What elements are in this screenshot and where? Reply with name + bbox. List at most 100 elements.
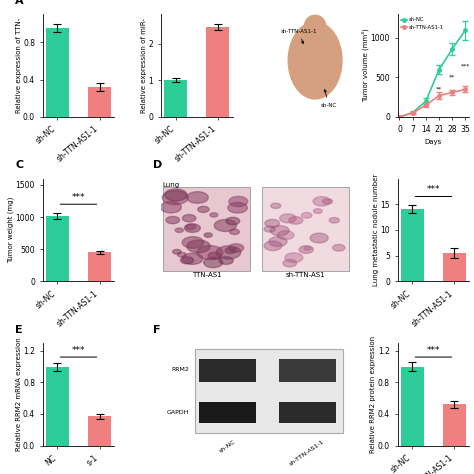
Circle shape — [228, 202, 247, 213]
Line: sh-NC: sh-NC — [398, 28, 467, 118]
Y-axis label: Relative RRM2 mRNA expression: Relative RRM2 mRNA expression — [16, 337, 21, 451]
Text: F: F — [154, 325, 161, 335]
Text: ***: *** — [461, 64, 470, 68]
Y-axis label: Lung metastatic nodule number: Lung metastatic nodule number — [373, 174, 379, 286]
Circle shape — [280, 214, 296, 223]
sh-NC — [423, 98, 428, 104]
Circle shape — [208, 252, 221, 259]
Circle shape — [162, 191, 188, 205]
Circle shape — [229, 196, 248, 207]
Ellipse shape — [304, 15, 326, 38]
Bar — [206, 27, 229, 117]
Text: Lung: Lung — [163, 182, 180, 188]
sh-NC — [410, 110, 416, 116]
Bar — [401, 366, 424, 446]
Circle shape — [313, 197, 330, 206]
Bar — [88, 416, 111, 446]
Line: sh-TTN-AS1-1: sh-TTN-AS1-1 — [398, 88, 467, 118]
Circle shape — [182, 253, 203, 264]
sh-NC — [463, 27, 468, 33]
Text: E: E — [16, 325, 23, 335]
Bar — [443, 404, 466, 446]
Bar — [164, 80, 187, 117]
Circle shape — [264, 226, 275, 232]
Circle shape — [277, 231, 294, 240]
sh-TTN-AS1-1 — [463, 86, 468, 92]
Bar — [443, 253, 466, 281]
Text: ***: *** — [72, 193, 85, 202]
Circle shape — [304, 246, 311, 250]
Circle shape — [333, 245, 345, 251]
Text: ***: *** — [72, 346, 85, 356]
Circle shape — [228, 244, 244, 252]
Circle shape — [173, 249, 181, 254]
sh-TTN-AS1-1 — [449, 90, 455, 95]
Circle shape — [187, 240, 210, 253]
Circle shape — [160, 201, 182, 213]
Text: **: ** — [436, 86, 442, 91]
Circle shape — [198, 206, 209, 212]
sh-TTN-AS1-1 — [410, 110, 416, 116]
Circle shape — [214, 219, 237, 231]
Text: **: ** — [449, 74, 456, 80]
Circle shape — [299, 246, 313, 254]
Circle shape — [285, 253, 303, 263]
Circle shape — [219, 256, 233, 264]
Circle shape — [181, 257, 193, 264]
Text: sh-TTN-AS1: sh-TTN-AS1 — [285, 272, 325, 278]
sh-TTN-AS1-1 — [397, 114, 402, 120]
Circle shape — [265, 219, 280, 228]
sh-NC — [449, 46, 455, 52]
Circle shape — [182, 215, 196, 222]
Circle shape — [186, 224, 196, 229]
Text: C: C — [16, 160, 24, 170]
FancyBboxPatch shape — [195, 349, 343, 433]
Circle shape — [270, 226, 289, 236]
Ellipse shape — [288, 22, 342, 99]
Circle shape — [204, 257, 223, 268]
FancyBboxPatch shape — [279, 359, 336, 382]
Circle shape — [184, 224, 201, 232]
sh-NC — [436, 67, 442, 73]
Circle shape — [271, 203, 281, 209]
Text: sh-NC: sh-NC — [321, 90, 337, 108]
FancyBboxPatch shape — [262, 187, 349, 271]
Bar — [46, 28, 69, 117]
Y-axis label: Tumor weight (mg): Tumor weight (mg) — [8, 197, 14, 263]
sh-NC — [397, 114, 402, 120]
Y-axis label: Relative expression of miR-: Relative expression of miR- — [141, 18, 147, 113]
FancyBboxPatch shape — [279, 402, 336, 423]
Circle shape — [225, 247, 236, 254]
Text: ***: *** — [427, 185, 440, 194]
Bar — [88, 87, 111, 117]
Text: A: A — [16, 0, 24, 6]
sh-TTN-AS1-1 — [423, 102, 428, 108]
Text: D: D — [154, 160, 163, 170]
Circle shape — [210, 213, 218, 217]
Text: sh-TTN-AS1-1: sh-TTN-AS1-1 — [281, 29, 317, 44]
Text: RRM2: RRM2 — [172, 367, 190, 372]
Circle shape — [310, 233, 328, 243]
Circle shape — [164, 189, 187, 201]
Circle shape — [204, 233, 212, 237]
Text: GAPDH: GAPDH — [167, 410, 190, 415]
Text: sh-NC: sh-NC — [219, 439, 237, 454]
Bar — [88, 252, 111, 281]
Circle shape — [182, 237, 204, 248]
Y-axis label: Relative expression of TTN-: Relative expression of TTN- — [16, 18, 21, 113]
Legend: sh-NC, sh-TTN-AS1-1: sh-NC, sh-TTN-AS1-1 — [400, 17, 444, 30]
Circle shape — [264, 241, 282, 251]
Text: ***: *** — [427, 346, 440, 356]
Bar — [46, 366, 69, 446]
Circle shape — [323, 199, 333, 204]
Text: TTN-AS1: TTN-AS1 — [192, 272, 221, 278]
X-axis label: Days: Days — [425, 139, 442, 145]
Circle shape — [177, 252, 186, 257]
Circle shape — [229, 229, 239, 235]
Circle shape — [216, 246, 241, 259]
Y-axis label: Tumor volume (mm³): Tumor volume (mm³) — [362, 29, 369, 102]
FancyBboxPatch shape — [199, 402, 256, 423]
Bar — [46, 216, 69, 281]
sh-TTN-AS1-1 — [436, 93, 442, 99]
Circle shape — [187, 191, 208, 203]
